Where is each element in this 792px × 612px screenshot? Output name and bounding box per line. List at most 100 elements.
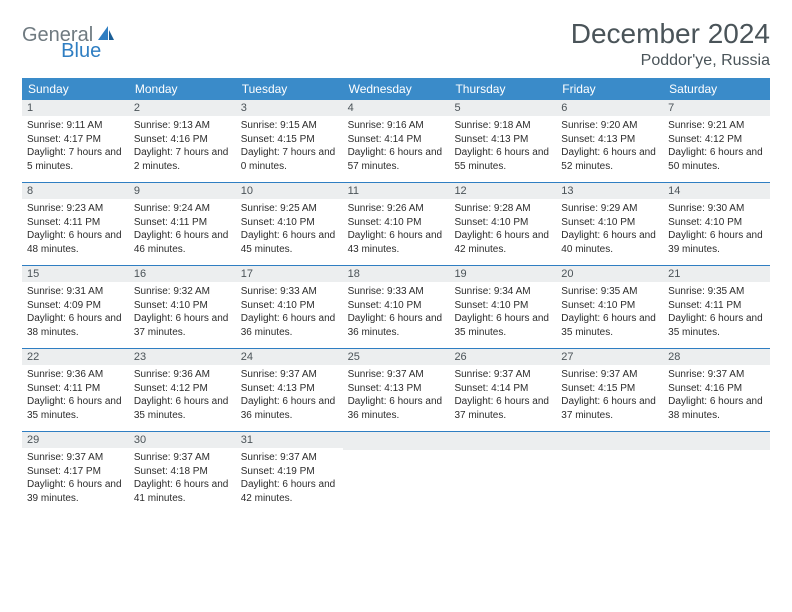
day-number: 7 — [663, 100, 770, 116]
day-details: Sunrise: 9:33 AMSunset: 4:10 PMDaylight:… — [236, 282, 343, 344]
day-details: Sunrise: 9:36 AMSunset: 4:12 PMDaylight:… — [129, 365, 236, 427]
sunset-text: Sunset: 4:19 PM — [241, 465, 338, 479]
sunrise-text: Sunrise: 9:37 AM — [561, 368, 658, 382]
day-details: Sunrise: 9:37 AMSunset: 4:15 PMDaylight:… — [556, 365, 663, 427]
daylight-text: Daylight: 6 hours and 55 minutes. — [454, 146, 551, 173]
calendar-day: 6Sunrise: 9:20 AMSunset: 4:13 PMDaylight… — [556, 100, 663, 182]
daylight-text: Daylight: 6 hours and 36 minutes. — [348, 312, 445, 339]
sunset-text: Sunset: 4:17 PM — [27, 133, 124, 147]
sunset-text: Sunset: 4:18 PM — [134, 465, 231, 479]
title-block: December 2024 Poddor'ye, Russia — [571, 18, 770, 70]
calendar-day: 8Sunrise: 9:23 AMSunset: 4:11 PMDaylight… — [22, 183, 129, 265]
sunrise-text: Sunrise: 9:21 AM — [668, 119, 765, 133]
day-number: 15 — [22, 266, 129, 282]
calendar-week: 22Sunrise: 9:36 AMSunset: 4:11 PMDayligh… — [22, 349, 770, 432]
day-details: Sunrise: 9:24 AMSunset: 4:11 PMDaylight:… — [129, 199, 236, 261]
calendar-day: 28Sunrise: 9:37 AMSunset: 4:16 PMDayligh… — [663, 349, 770, 431]
daylight-text: Daylight: 6 hours and 38 minutes. — [668, 395, 765, 422]
day-details: Sunrise: 9:37 AMSunset: 4:18 PMDaylight:… — [129, 448, 236, 510]
weekday-header: Wednesday — [343, 78, 450, 100]
sunset-text: Sunset: 4:10 PM — [241, 299, 338, 313]
day-number: 31 — [236, 432, 343, 448]
sunrise-text: Sunrise: 9:33 AM — [348, 285, 445, 299]
day-details: Sunrise: 9:31 AMSunset: 4:09 PMDaylight:… — [22, 282, 129, 344]
sunset-text: Sunset: 4:14 PM — [454, 382, 551, 396]
day-details: Sunrise: 9:13 AMSunset: 4:16 PMDaylight:… — [129, 116, 236, 178]
weekday-header: Tuesday — [236, 78, 343, 100]
daylight-text: Daylight: 6 hours and 50 minutes. — [668, 146, 765, 173]
calendar-day — [556, 432, 663, 514]
sunrise-text: Sunrise: 9:37 AM — [348, 368, 445, 382]
calendar-day: 21Sunrise: 9:35 AMSunset: 4:11 PMDayligh… — [663, 266, 770, 348]
weekday-header: Monday — [129, 78, 236, 100]
weekday-header-row: SundayMondayTuesdayWednesdayThursdayFrid… — [22, 78, 770, 100]
sunrise-text: Sunrise: 9:29 AM — [561, 202, 658, 216]
sunrise-text: Sunrise: 9:13 AM — [134, 119, 231, 133]
day-details: Sunrise: 9:23 AMSunset: 4:11 PMDaylight:… — [22, 199, 129, 261]
day-details: Sunrise: 9:29 AMSunset: 4:10 PMDaylight:… — [556, 199, 663, 261]
day-details: Sunrise: 9:16 AMSunset: 4:14 PMDaylight:… — [343, 116, 450, 178]
sunrise-text: Sunrise: 9:26 AM — [348, 202, 445, 216]
daylight-text: Daylight: 6 hours and 35 minutes. — [561, 312, 658, 339]
calendar-day: 3Sunrise: 9:15 AMSunset: 4:15 PMDaylight… — [236, 100, 343, 182]
logo: General Blue — [22, 18, 159, 47]
daylight-text: Daylight: 7 hours and 0 minutes. — [241, 146, 338, 173]
sunset-text: Sunset: 4:11 PM — [27, 216, 124, 230]
day-number: 18 — [343, 266, 450, 282]
daylight-text: Daylight: 6 hours and 36 minutes. — [348, 395, 445, 422]
day-details: Sunrise: 9:20 AMSunset: 4:13 PMDaylight:… — [556, 116, 663, 178]
sunrise-text: Sunrise: 9:36 AM — [134, 368, 231, 382]
sunset-text: Sunset: 4:16 PM — [134, 133, 231, 147]
sunrise-text: Sunrise: 9:37 AM — [241, 451, 338, 465]
calendar-week: 15Sunrise: 9:31 AMSunset: 4:09 PMDayligh… — [22, 266, 770, 349]
calendar-day: 14Sunrise: 9:30 AMSunset: 4:10 PMDayligh… — [663, 183, 770, 265]
calendar-day: 13Sunrise: 9:29 AMSunset: 4:10 PMDayligh… — [556, 183, 663, 265]
day-number: 3 — [236, 100, 343, 116]
daylight-text: Daylight: 6 hours and 37 minutes. — [454, 395, 551, 422]
sunset-text: Sunset: 4:17 PM — [27, 465, 124, 479]
day-number: 30 — [129, 432, 236, 448]
calendar-day: 4Sunrise: 9:16 AMSunset: 4:14 PMDaylight… — [343, 100, 450, 182]
day-number: 22 — [22, 349, 129, 365]
sunset-text: Sunset: 4:10 PM — [454, 299, 551, 313]
day-details — [343, 450, 450, 458]
calendar-day: 23Sunrise: 9:36 AMSunset: 4:12 PMDayligh… — [129, 349, 236, 431]
day-details: Sunrise: 9:35 AMSunset: 4:11 PMDaylight:… — [663, 282, 770, 344]
sunrise-text: Sunrise: 9:30 AM — [668, 202, 765, 216]
calendar-day: 31Sunrise: 9:37 AMSunset: 4:19 PMDayligh… — [236, 432, 343, 514]
day-details — [449, 450, 556, 458]
day-number: 29 — [22, 432, 129, 448]
sunrise-text: Sunrise: 9:32 AM — [134, 285, 231, 299]
day-number: 25 — [343, 349, 450, 365]
sunrise-text: Sunrise: 9:36 AM — [27, 368, 124, 382]
calendar-day: 22Sunrise: 9:36 AMSunset: 4:11 PMDayligh… — [22, 349, 129, 431]
day-details — [663, 450, 770, 458]
calendar-day: 7Sunrise: 9:21 AMSunset: 4:12 PMDaylight… — [663, 100, 770, 182]
day-details: Sunrise: 9:26 AMSunset: 4:10 PMDaylight:… — [343, 199, 450, 261]
day-details: Sunrise: 9:28 AMSunset: 4:10 PMDaylight:… — [449, 199, 556, 261]
day-details: Sunrise: 9:37 AMSunset: 4:17 PMDaylight:… — [22, 448, 129, 510]
day-details: Sunrise: 9:11 AMSunset: 4:17 PMDaylight:… — [22, 116, 129, 178]
daylight-text: Daylight: 6 hours and 41 minutes. — [134, 478, 231, 505]
daylight-text: Daylight: 6 hours and 37 minutes. — [561, 395, 658, 422]
day-details: Sunrise: 9:30 AMSunset: 4:10 PMDaylight:… — [663, 199, 770, 261]
calendar-day: 9Sunrise: 9:24 AMSunset: 4:11 PMDaylight… — [129, 183, 236, 265]
sunrise-text: Sunrise: 9:34 AM — [454, 285, 551, 299]
day-number — [449, 432, 556, 450]
calendar-day: 12Sunrise: 9:28 AMSunset: 4:10 PMDayligh… — [449, 183, 556, 265]
calendar-day: 10Sunrise: 9:25 AMSunset: 4:10 PMDayligh… — [236, 183, 343, 265]
day-number: 27 — [556, 349, 663, 365]
daylight-text: Daylight: 6 hours and 52 minutes. — [561, 146, 658, 173]
calendar-day: 26Sunrise: 9:37 AMSunset: 4:14 PMDayligh… — [449, 349, 556, 431]
daylight-text: Daylight: 7 hours and 2 minutes. — [134, 146, 231, 173]
sunset-text: Sunset: 4:11 PM — [668, 299, 765, 313]
sunset-text: Sunset: 4:13 PM — [348, 382, 445, 396]
calendar-day: 15Sunrise: 9:31 AMSunset: 4:09 PMDayligh… — [22, 266, 129, 348]
sunset-text: Sunset: 4:16 PM — [668, 382, 765, 396]
day-details: Sunrise: 9:21 AMSunset: 4:12 PMDaylight:… — [663, 116, 770, 178]
day-number: 2 — [129, 100, 236, 116]
day-number — [343, 432, 450, 450]
calendar-day: 20Sunrise: 9:35 AMSunset: 4:10 PMDayligh… — [556, 266, 663, 348]
day-number: 14 — [663, 183, 770, 199]
sunrise-text: Sunrise: 9:33 AM — [241, 285, 338, 299]
